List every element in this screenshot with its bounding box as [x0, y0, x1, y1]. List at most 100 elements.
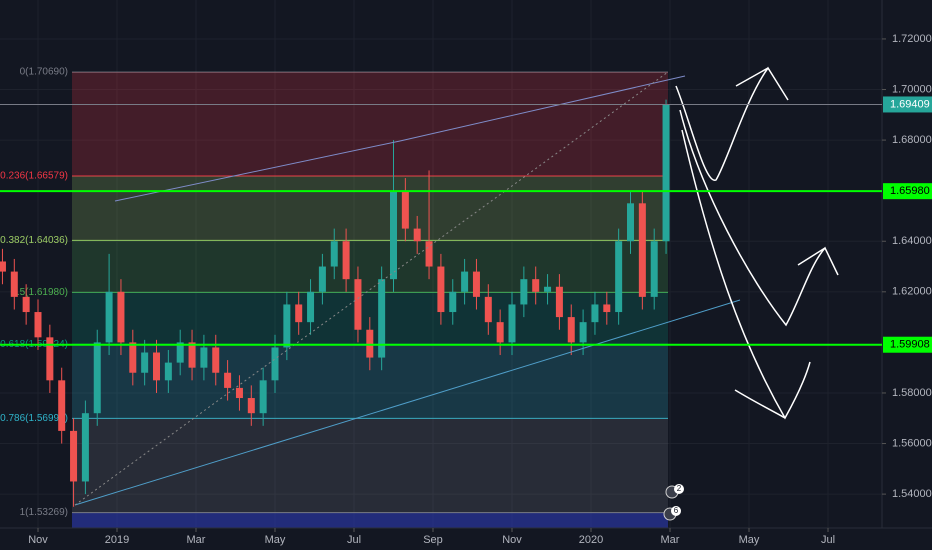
drawings — [74, 66, 839, 506]
candle-body — [591, 304, 599, 323]
event-badge — [674, 484, 684, 494]
y-tick-label: 1.70000 — [892, 83, 932, 95]
x-tick-label: Mar — [661, 534, 680, 546]
candle-body — [461, 271, 469, 292]
price-tag — [883, 96, 932, 113]
x-tick-label: Nov — [502, 534, 522, 546]
candle-body — [129, 342, 137, 373]
candle-body — [627, 203, 635, 242]
candle-body — [342, 241, 350, 280]
candle-body — [93, 342, 101, 414]
candle-body — [141, 352, 149, 373]
candle-body — [224, 372, 232, 388]
candle-body — [164, 362, 172, 381]
candle-body — [105, 291, 113, 343]
candle-body — [81, 413, 89, 482]
fib-band — [72, 176, 668, 241]
candle-body — [615, 241, 623, 313]
x-tick-label: Sep — [423, 534, 443, 546]
candle-body — [567, 317, 575, 343]
event-badge — [671, 506, 681, 516]
fib-label: 0.5(1.61980) — [11, 287, 68, 298]
candle-body — [235, 387, 243, 399]
fib-label: 0.786(1.56997) — [0, 413, 68, 424]
x-tick-label: 2019 — [105, 534, 129, 546]
candle-body — [555, 286, 563, 318]
candle-body — [247, 398, 255, 414]
x-tick-label: May — [265, 534, 286, 546]
y-tick-label: 1.56000 — [892, 437, 932, 449]
price-tag-label: 1.59908 — [890, 339, 930, 351]
candle-body — [200, 347, 208, 368]
y-tick-label: 1.62000 — [892, 286, 932, 298]
event-icons: 2 6 — [663, 484, 684, 521]
candle-body — [366, 329, 374, 358]
candle-body — [472, 271, 480, 297]
fib-label: 0(1.70690) — [20, 67, 68, 78]
price-tag-label: 1.69409 — [890, 98, 930, 110]
fibonacci: 0(1.70690) 0.236(1.66579) 0.382(1.64036) 0.… — [0, 67, 668, 528]
trend-line — [399, 75, 686, 142]
fib-trend — [74, 71, 669, 506]
candle-body — [662, 104, 670, 242]
trend-line — [74, 299, 741, 506]
y-tick-label: 1.54000 — [892, 488, 932, 500]
candle-body — [34, 312, 42, 338]
candle-body — [188, 342, 196, 368]
fib-label: 0.236(1.66579) — [0, 171, 68, 182]
candle-body — [354, 279, 362, 330]
candle-body — [271, 347, 279, 381]
y-tick-label: 1.58000 — [892, 387, 932, 399]
candle-body — [437, 266, 445, 313]
candle-body — [22, 296, 30, 313]
y-tick-label: 1.68000 — [892, 134, 932, 146]
fib-band — [72, 512, 668, 528]
candles — [0, 99, 670, 507]
candle-body — [425, 241, 433, 267]
candle-body — [378, 279, 386, 358]
candle-body — [449, 291, 457, 313]
candle-body — [413, 228, 421, 242]
candle-body — [283, 304, 291, 348]
x-tick-label: Jul — [347, 534, 361, 546]
event-count: 6 — [674, 506, 679, 515]
candle-body — [70, 430, 78, 482]
hand-drawn-arrow — [675, 66, 789, 181]
candle-body — [259, 380, 267, 414]
candle-body — [390, 190, 398, 280]
candle-body — [650, 241, 658, 297]
candle-body — [484, 296, 492, 323]
x-tick-label: Nov — [28, 534, 48, 546]
candle-body — [603, 304, 611, 313]
candle-body — [496, 322, 504, 343]
candle-body — [307, 291, 315, 323]
price-tag-label: 1.65980 — [890, 185, 930, 197]
x-tick-label: 2020 — [579, 534, 603, 546]
fib-band — [72, 418, 668, 513]
price-tag — [883, 336, 932, 353]
candle-body — [520, 279, 528, 305]
candle-body — [318, 266, 326, 292]
candle-body — [401, 190, 409, 229]
candle-body — [152, 352, 160, 381]
fib-band — [72, 72, 668, 177]
hand-drawn-arrow — [679, 109, 839, 327]
hand-drawn-arrow — [681, 129, 811, 420]
candle-body — [117, 291, 125, 343]
candle-body — [330, 241, 338, 267]
event-count: 2 — [677, 484, 682, 493]
candle-body — [544, 286, 552, 292]
candle-body — [212, 347, 220, 373]
fib-label: 0.382(1.64036) — [0, 235, 68, 246]
candle-body — [532, 279, 540, 292]
x-tick-label: May — [739, 534, 760, 546]
x-tick-label: Jul — [821, 534, 835, 546]
candle-body — [295, 304, 303, 323]
x-tick-label: Mar — [187, 534, 206, 546]
candle-body — [58, 380, 66, 431]
fib-label: 1(1.53269) — [20, 507, 68, 518]
candle-body — [0, 261, 6, 272]
candle-body — [638, 203, 646, 297]
candle-body — [508, 304, 516, 343]
